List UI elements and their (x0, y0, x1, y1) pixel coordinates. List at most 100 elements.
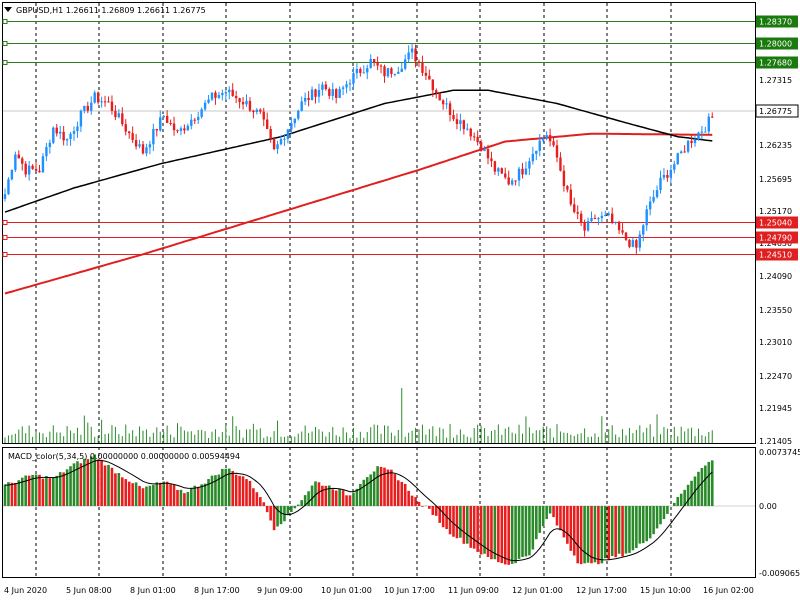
candle-body[interactable] (587, 221, 589, 231)
candle-body[interactable] (463, 120, 465, 129)
candle-body[interactable] (52, 128, 54, 143)
candle-body[interactable] (414, 48, 416, 61)
candle-body[interactable] (632, 240, 634, 247)
candle-body[interactable] (214, 93, 216, 98)
candle-body[interactable] (604, 215, 606, 216)
candle-body[interactable] (142, 144, 144, 153)
candle-body[interactable] (577, 212, 579, 214)
candle-body[interactable] (452, 115, 454, 119)
candle-body[interactable] (583, 222, 585, 230)
candle-body[interactable] (363, 72, 365, 73)
candle-body[interactable] (14, 155, 16, 170)
candle-body[interactable] (473, 136, 475, 137)
candle-body[interactable] (66, 139, 68, 140)
candle-body[interactable] (594, 218, 596, 219)
candle-body[interactable] (566, 186, 568, 190)
candle-body[interactable] (359, 69, 361, 73)
candle-body[interactable] (225, 92, 227, 93)
candle-body[interactable] (118, 113, 120, 117)
candle-body[interactable] (169, 123, 171, 124)
candle-body[interactable] (621, 230, 623, 232)
candle-body[interactable] (646, 209, 648, 225)
candle-body[interactable] (449, 103, 451, 115)
candle-body[interactable] (218, 95, 220, 98)
candle-body[interactable] (663, 175, 665, 178)
candle-body[interactable] (290, 123, 292, 129)
candle-body[interactable] (383, 66, 385, 76)
price-scale[interactable]: 1.27855 1.27315 1.26235 1.25695 1.25170 … (759, 42, 792, 446)
candle-body[interactable] (649, 201, 651, 209)
candle-body[interactable] (49, 143, 51, 147)
candle-body[interactable] (232, 90, 234, 96)
candle-body[interactable] (435, 90, 437, 93)
candle-body[interactable] (163, 116, 165, 118)
candle-body[interactable] (62, 132, 64, 141)
candle-body[interactable] (190, 120, 192, 126)
candle-body[interactable] (73, 131, 75, 134)
candle-body[interactable] (483, 149, 485, 151)
candle-body[interactable] (656, 190, 658, 197)
candle-body[interactable] (311, 89, 313, 100)
level-anchor[interactable] (3, 221, 7, 225)
candle-body[interactable] (156, 129, 158, 130)
candle-body[interactable] (211, 93, 213, 100)
candle-body[interactable] (107, 101, 109, 102)
candle-body[interactable] (373, 59, 375, 62)
level-anchor[interactable] (3, 20, 7, 24)
candle-body[interactable] (297, 111, 299, 119)
candle-body[interactable] (614, 222, 616, 223)
candle-body[interactable] (694, 139, 696, 143)
candle-body[interactable] (428, 76, 430, 80)
candle-body[interactable] (7, 179, 9, 194)
candle-body[interactable] (366, 68, 368, 72)
candle-body[interactable] (487, 149, 489, 158)
candle-body[interactable] (549, 135, 551, 141)
candle-body[interactable] (639, 235, 641, 248)
candle-body[interactable] (666, 175, 668, 178)
candle-body[interactable] (480, 142, 482, 151)
candle-body[interactable] (252, 111, 254, 113)
level-anchor[interactable] (3, 253, 7, 257)
candle-body[interactable] (432, 79, 434, 90)
candle-body[interactable] (4, 194, 6, 199)
candle-body[interactable] (552, 141, 554, 145)
candle-body[interactable] (238, 98, 240, 102)
candle-body[interactable] (321, 84, 323, 89)
candle-body[interactable] (580, 214, 582, 223)
candle-body[interactable] (470, 129, 472, 137)
candle-body[interactable] (328, 89, 330, 96)
level-anchor[interactable] (3, 236, 7, 240)
candle-body[interactable] (518, 169, 520, 181)
candle-body[interactable] (97, 93, 99, 103)
candle-body[interactable] (635, 240, 637, 248)
candle-body[interactable] (466, 129, 468, 130)
candle-body[interactable] (194, 120, 196, 121)
candle-body[interactable] (259, 110, 261, 112)
candle-body[interactable] (625, 233, 627, 240)
candle-body[interactable] (659, 178, 661, 190)
candle-body[interactable] (687, 141, 689, 152)
candle-body[interactable] (11, 170, 13, 179)
candle-body[interactable] (611, 214, 613, 223)
candle-body[interactable] (490, 158, 492, 161)
candle-body[interactable] (138, 144, 140, 146)
candle-body[interactable] (677, 153, 679, 164)
candle-body[interactable] (187, 126, 189, 131)
candle-body[interactable] (352, 73, 354, 83)
candle-body[interactable] (476, 137, 478, 142)
candle-body[interactable] (642, 225, 644, 234)
candle-body[interactable] (145, 147, 147, 153)
candle-body[interactable] (21, 158, 23, 163)
candle-body[interactable] (94, 93, 96, 103)
candle-body[interactable] (45, 147, 47, 156)
candle-body[interactable] (459, 120, 461, 124)
candle-body[interactable] (418, 61, 420, 62)
candle-body[interactable] (38, 171, 40, 172)
candle-body[interactable] (131, 133, 133, 140)
candle-body[interactable] (497, 168, 499, 171)
candle-body[interactable] (445, 103, 447, 104)
candle-body[interactable] (294, 119, 296, 123)
candle-body[interactable] (149, 144, 151, 147)
candle-body[interactable] (100, 101, 102, 102)
